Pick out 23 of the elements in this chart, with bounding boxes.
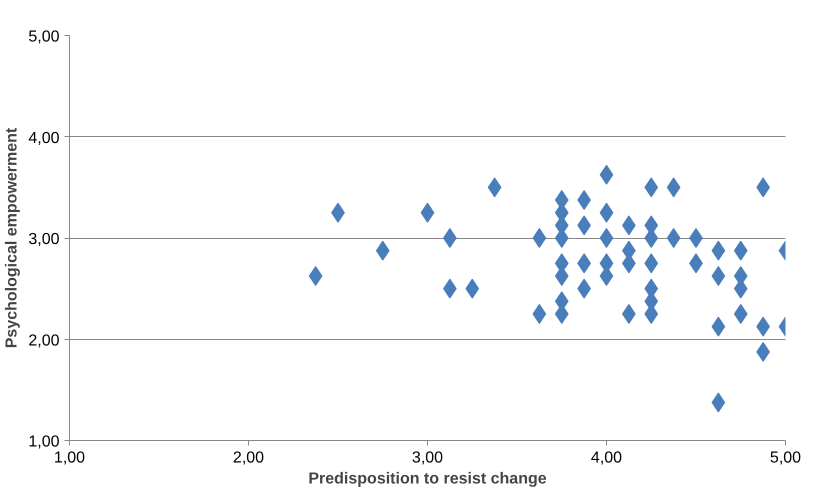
point (666, 228, 680, 248)
point (689, 228, 703, 248)
point (600, 228, 614, 248)
y-tick-label: 5,00 (28, 28, 60, 46)
y-tick-label: 2,00 (28, 332, 60, 350)
point (644, 177, 658, 198)
point (376, 240, 390, 261)
x-axis-title: Predisposition to resist change (308, 470, 547, 488)
y-tick-label: 1,00 (28, 434, 60, 450)
x-tick-label: 2,00 (232, 450, 264, 466)
point (443, 228, 457, 248)
x-tick-label: 1,00 (54, 450, 86, 466)
x-tick-label: 5,00 (770, 450, 802, 466)
x-tick-label: 3,00 (412, 450, 444, 466)
point (644, 253, 658, 274)
point (532, 228, 546, 248)
point (465, 278, 480, 299)
x-tick-label: 4,00 (590, 450, 622, 466)
y-axis-title: Psychological empowerment (3, 127, 20, 348)
point (734, 304, 748, 324)
y-tick-label: 3,00 (28, 231, 60, 248)
point (734, 240, 748, 261)
y-tick-label: 4,00 (28, 130, 60, 147)
